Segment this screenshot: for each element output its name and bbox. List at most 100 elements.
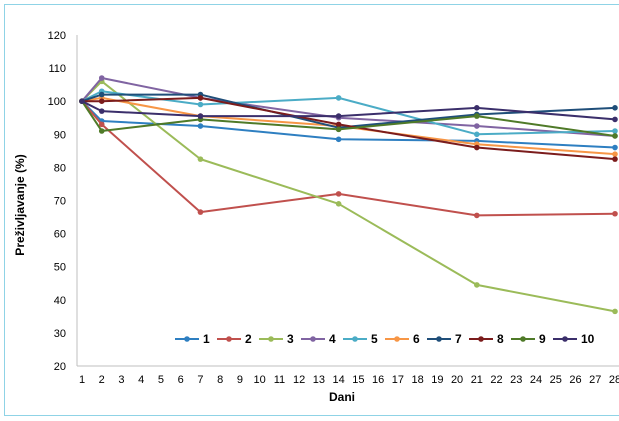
- x-tick-label: 20: [451, 374, 463, 386]
- data-point: [612, 133, 618, 139]
- x-axis-ticks: 1 2 3 4 5 6 7 8 9 10 11 12 13 14 15 16 17 18 19 20 21 22 23 24 2…: [79, 374, 619, 386]
- data-point: [612, 210, 618, 217]
- data-point: [335, 201, 342, 207]
- x-tick-label: 27: [589, 374, 601, 386]
- data-point: [98, 91, 105, 98]
- x-tick-label: 21: [471, 374, 483, 386]
- data-point: [197, 123, 204, 129]
- x-tick-label: 1: [79, 374, 85, 386]
- data-point: [612, 308, 618, 315]
- series-line: [81, 90, 616, 136]
- series-line: [81, 100, 616, 149]
- data-point: [79, 98, 85, 104]
- data-point: [197, 209, 204, 215]
- y-tick-label: 70: [54, 196, 66, 208]
- x-tick-label: 7: [197, 374, 203, 386]
- y-tick-label: 90: [54, 129, 66, 141]
- data-point: [612, 151, 618, 157]
- legend-label: 8: [497, 332, 504, 346]
- data-point: [474, 123, 480, 129]
- legend-item: 1: [175, 332, 210, 346]
- series-line: [82, 96, 616, 161]
- data-point: [612, 128, 618, 134]
- series-line: [81, 100, 616, 217]
- x-tick-label: 11: [274, 374, 285, 386]
- x-tick-label: 10: [254, 374, 266, 386]
- legend-swatch-marker: [436, 336, 442, 342]
- data-point: [612, 144, 618, 151]
- x-tick-label: 23: [510, 374, 522, 386]
- data-point: [612, 116, 618, 123]
- y-tick-label: 60: [54, 229, 66, 241]
- legend-item: 10: [553, 332, 595, 346]
- data-point: [335, 126, 342, 133]
- legend-label: 6: [413, 332, 420, 346]
- legend-swatch-marker: [352, 336, 358, 342]
- data-point: [612, 105, 618, 111]
- data-point: [474, 282, 480, 288]
- legend-item: 8: [469, 332, 504, 346]
- data-point: [612, 156, 618, 162]
- y-tick-label: 50: [54, 262, 66, 274]
- series-line: [81, 77, 616, 137]
- legend-swatch-marker: [520, 336, 526, 342]
- data-point: [335, 191, 342, 197]
- legend-item: 4: [301, 332, 336, 346]
- data-point: [335, 95, 342, 101]
- y-tick-label: 120: [48, 30, 66, 42]
- x-tick-label: 12: [293, 374, 305, 386]
- y-tick-label: 20: [54, 361, 66, 373]
- x-tick-label: 28: [609, 374, 619, 386]
- data-point: [197, 156, 204, 162]
- data-point: [98, 108, 105, 114]
- y-tick-label: 30: [54, 328, 66, 340]
- x-tick-label: 5: [158, 374, 164, 386]
- y-tick-label: 40: [54, 295, 66, 307]
- series-8: [79, 95, 618, 162]
- x-tick-label: 13: [313, 374, 325, 386]
- legend-label: 3: [287, 332, 294, 346]
- legend-label: 9: [539, 332, 546, 346]
- data-point: [335, 113, 342, 119]
- legend-label: 4: [329, 332, 336, 346]
- x-tick-label: 6: [178, 374, 184, 386]
- series-2: [79, 98, 618, 219]
- x-tick-label: 24: [530, 374, 542, 386]
- data-point: [197, 95, 204, 101]
- x-tick-label: 14: [333, 374, 345, 386]
- legend-item: 3: [259, 332, 294, 346]
- legend-item: 5: [343, 332, 378, 346]
- x-tick-label: 3: [118, 374, 124, 386]
- legend-swatch-marker: [310, 336, 316, 342]
- series-line: [81, 100, 616, 137]
- data-point: [335, 121, 342, 128]
- series-layer: [79, 75, 618, 315]
- series-10: [79, 98, 618, 123]
- x-tick-label: 25: [550, 374, 562, 386]
- legend-label: 1: [203, 332, 210, 346]
- x-tick-label: 17: [392, 374, 404, 386]
- data-point: [197, 113, 204, 119]
- x-tick-label: 2: [99, 374, 105, 386]
- legend-item: 6: [385, 332, 420, 346]
- legend-swatch-marker: [268, 336, 274, 342]
- y-tick-label: 100: [48, 96, 66, 108]
- x-tick-label: 8: [217, 374, 223, 386]
- x-tick-label: 9: [237, 374, 243, 386]
- series-line: [81, 100, 616, 121]
- legend-swatch-marker: [478, 336, 484, 342]
- x-axis-title: Dani: [329, 390, 355, 404]
- chart-frame: 20 30 40 50 60 70 80 90 100 110 120 1 2 3 4 5 6 7 8 9 10 11 1…: [4, 4, 619, 416]
- data-point: [335, 136, 342, 143]
- data-point: [474, 144, 480, 151]
- data-point: [98, 121, 105, 128]
- data-point: [98, 98, 105, 104]
- legend-label: 5: [371, 332, 378, 346]
- data-point: [474, 131, 480, 138]
- legend-label: 10: [581, 332, 595, 346]
- data-point: [197, 101, 204, 108]
- legend-item: 7: [427, 332, 462, 346]
- data-point: [474, 212, 480, 219]
- data-point: [474, 105, 480, 111]
